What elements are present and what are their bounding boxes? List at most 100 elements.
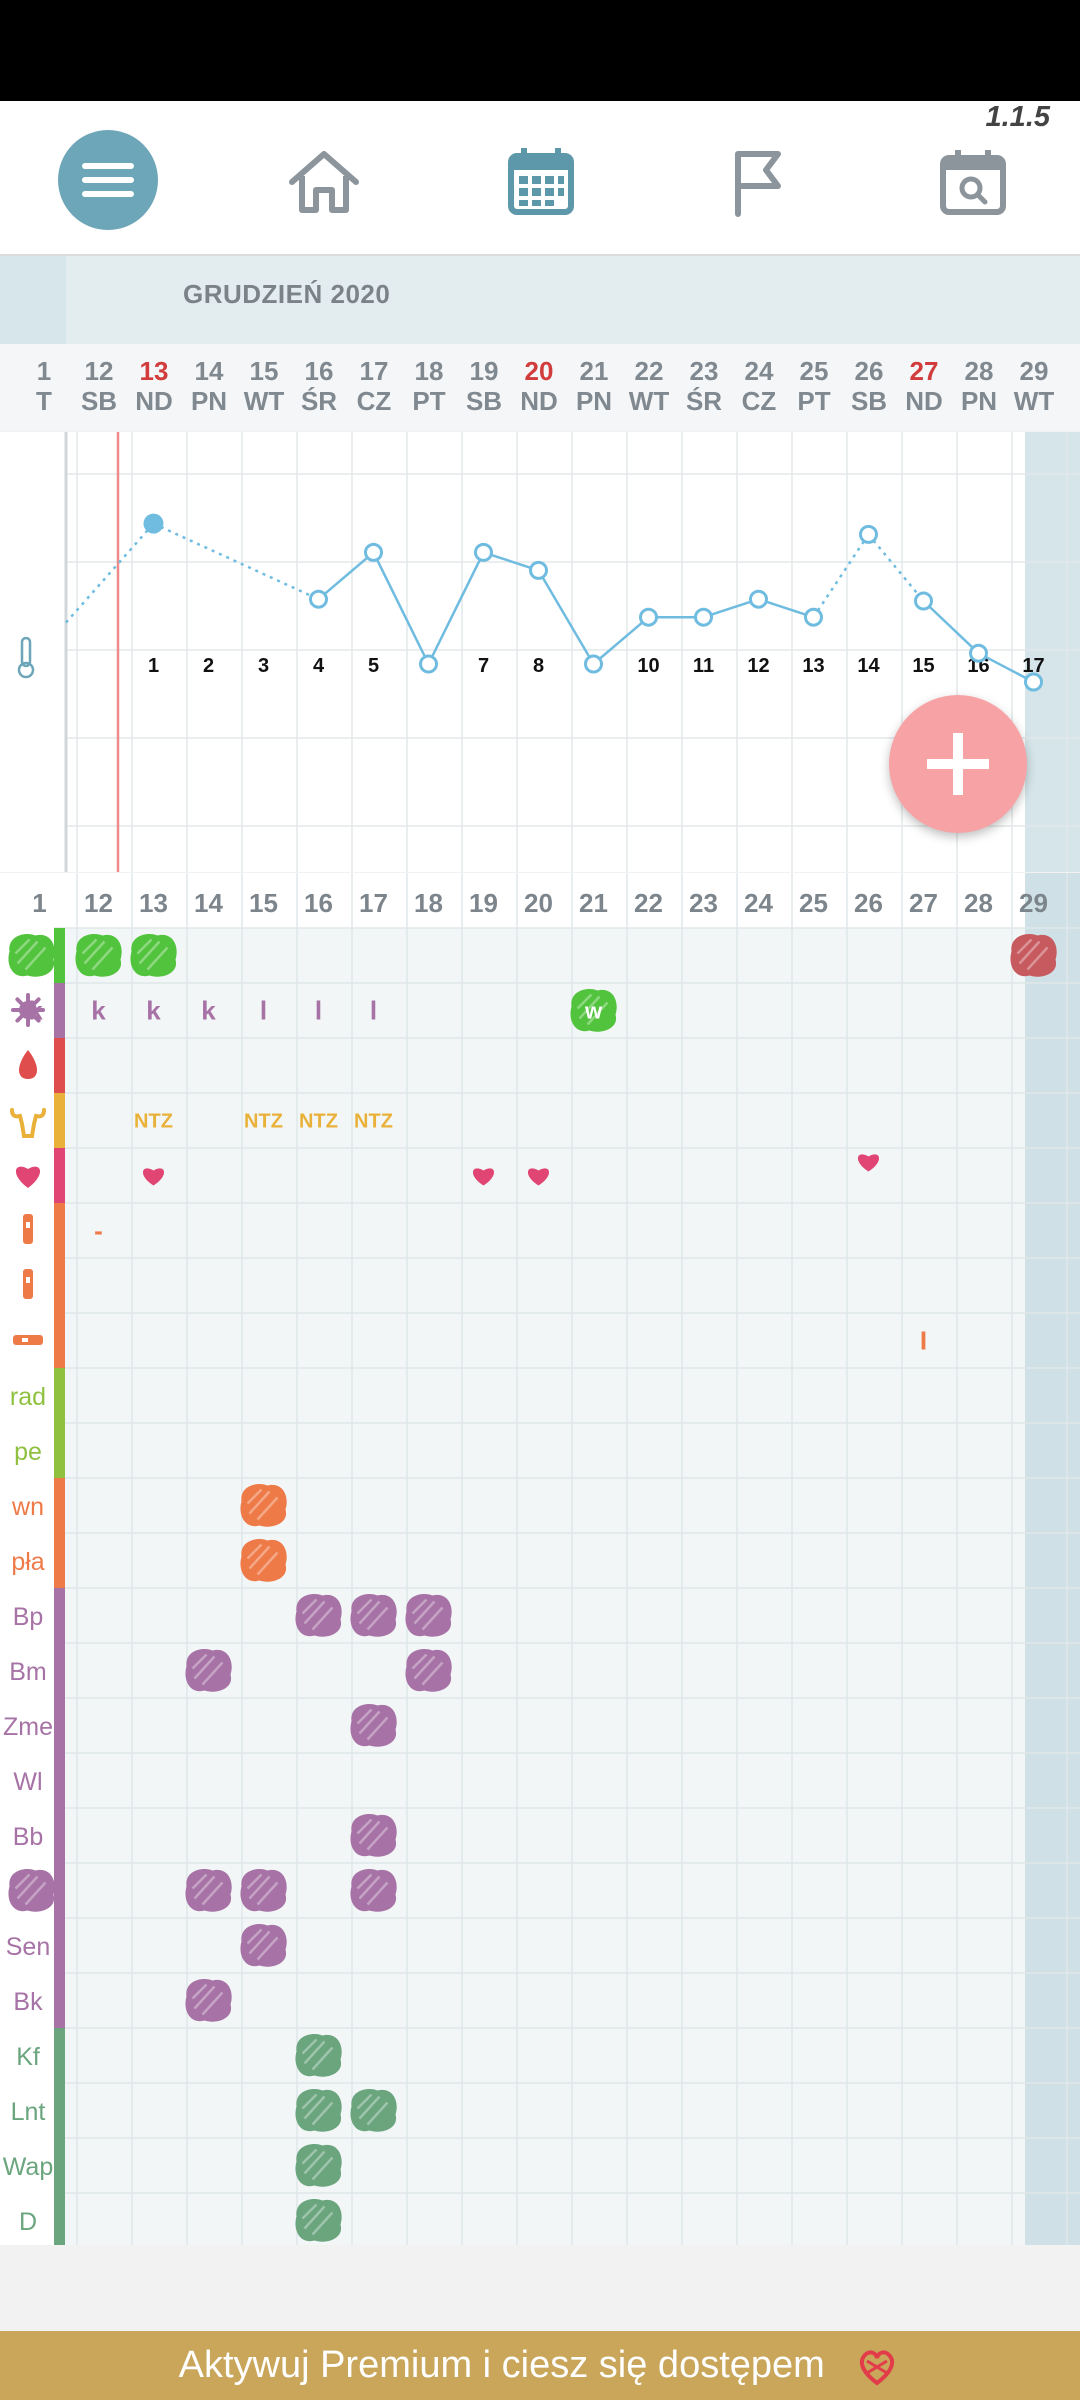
cell-text[interactable]: NTZ [299, 1111, 338, 1133]
symptom-mark[interactable] [350, 2089, 397, 2132]
day-header-13[interactable]: 13 ND [127, 356, 182, 416]
symptom-mark[interactable] [130, 934, 177, 977]
row-label[interactable]: Bm [9, 1658, 47, 1686]
symptom-grid[interactable]: 1 12 13 14 15 16 17 18 19 20 21 22 23 24 25 26 27 28 29 rad… [0, 873, 1080, 2249]
row-label[interactable]: Sen [6, 1933, 50, 1961]
intercourse-heart-icon[interactable] [527, 1168, 550, 1186]
intercourse-heart-icon[interactable] [857, 1154, 880, 1172]
cell-text[interactable]: - [94, 1216, 103, 1246]
row-label[interactable]: Lnt [11, 2098, 46, 2126]
premium-banner[interactable]: Aktywuj Premium i ciesz się dostępem [0, 2331, 1080, 2400]
row-label[interactable]: Bp [13, 1603, 44, 1631]
test-stick-icon[interactable] [23, 1214, 33, 1244]
cell-text[interactable]: k [201, 996, 216, 1026]
symptom-mark[interactable] [185, 1979, 232, 2022]
symptom-mark[interactable] [405, 1649, 452, 1692]
symptom-mark[interactable] [240, 1539, 287, 1582]
symptom-mark[interactable] [350, 1814, 397, 1857]
row-label[interactable]: Bb [13, 1823, 44, 1851]
day-header-26[interactable]: 26 SB [842, 356, 897, 416]
symptom-mark[interactable] [295, 2199, 342, 2242]
temperature-point[interactable] [1024, 672, 1043, 692]
symptom-mark[interactable] [8, 1869, 55, 1912]
temperature-point[interactable] [914, 591, 933, 611]
temperature-point[interactable] [474, 542, 493, 562]
day-header-20[interactable]: 20 ND [512, 356, 567, 416]
day-header-12[interactable]: 12 SB [72, 356, 127, 416]
symptom-mark[interactable] [8, 934, 55, 977]
row-label[interactable]: pe [14, 1438, 42, 1466]
day-header-14[interactable]: 14 PN [182, 356, 237, 416]
symptom-mark[interactable] [240, 1484, 287, 1527]
cell-text[interactable]: I [920, 1326, 927, 1356]
temperature-point[interactable] [529, 560, 548, 580]
row-label[interactable]: Bk [13, 1988, 43, 2016]
day-header-23[interactable]: 23 ŚR [677, 356, 732, 416]
day-header-28[interactable]: 28 PN [952, 356, 1007, 416]
day-header-29[interactable]: 29 WT [1007, 356, 1062, 416]
symptom-mark[interactable] [240, 1869, 287, 1912]
symptom-mark[interactable]: w [570, 989, 617, 1032]
symptom-mark[interactable] [185, 1869, 232, 1912]
cell-text[interactable]: NTZ [354, 1111, 393, 1133]
test-stick-horizontal-icon[interactable] [13, 1335, 43, 1345]
calendar-grid-icon[interactable] [501, 142, 581, 222]
day-header-17[interactable]: 17 CZ [347, 356, 402, 416]
row-label[interactable]: rad [10, 1383, 46, 1411]
row-label[interactable]: Kf [16, 2043, 40, 2071]
temperature-point[interactable] [694, 607, 713, 627]
cell-text[interactable]: k [28, 996, 43, 1026]
temperature-point[interactable] [309, 589, 328, 609]
symptom-mark[interactable] [350, 1594, 397, 1637]
symptom-mark[interactable] [1010, 934, 1057, 977]
cell-text[interactable]: l [260, 996, 267, 1026]
symptom-mark[interactable] [185, 1649, 232, 1692]
cell-text[interactable]: NTZ [244, 1111, 283, 1133]
uterus-icon[interactable] [10, 1108, 46, 1138]
cell-text[interactable]: k [146, 996, 161, 1026]
intercourse-heart-icon[interactable] [472, 1168, 495, 1186]
blood-drop-icon[interactable] [19, 1050, 37, 1079]
cell-text[interactable]: k [91, 996, 106, 1026]
symptom-mark[interactable] [350, 1869, 397, 1912]
day-header-18[interactable]: 18 PT [402, 356, 457, 416]
symptom-mark[interactable] [240, 1924, 287, 1967]
test-stick-icon[interactable] [23, 1269, 33, 1299]
day-header-22[interactable]: 22 WT [622, 356, 677, 416]
day-header-15[interactable]: 15 WT [237, 356, 292, 416]
temperature-point[interactable] [859, 524, 878, 544]
row-label[interactable]: D [19, 2208, 37, 2236]
temperature-point[interactable] [969, 643, 988, 663]
symptom-mark[interactable] [295, 1594, 342, 1637]
symptom-mark[interactable] [75, 934, 122, 977]
symptom-mark[interactable] [405, 1594, 452, 1637]
symptom-mark[interactable] [295, 2089, 342, 2132]
temperature-point[interactable] [639, 607, 658, 627]
temperature-point[interactable] [143, 513, 164, 534]
row-label[interactable]: Wl [13, 1768, 42, 1796]
flag-icon[interactable] [716, 142, 796, 222]
row-label[interactable]: pła [11, 1548, 44, 1576]
cell-text[interactable]: NTZ [134, 1111, 173, 1133]
day-header-27[interactable]: 27 ND [897, 356, 952, 416]
intercourse-heart-icon[interactable] [142, 1168, 165, 1186]
temperature-point[interactable] [584, 654, 603, 674]
temperature-point[interactable] [364, 542, 383, 562]
row-label[interactable]: Zme [3, 1713, 53, 1741]
day-header-21[interactable]: 21 PN [567, 356, 622, 416]
symptom-mark[interactable] [295, 2144, 342, 2187]
day-header-16[interactable]: 16 ŚR [292, 356, 347, 416]
row-label[interactable]: wn [11, 1493, 44, 1521]
heart-icon[interactable] [15, 1166, 41, 1188]
menu-button[interactable] [58, 130, 158, 230]
day-header-25[interactable]: 25 PT [787, 356, 842, 416]
row-label[interactable]: Wap [3, 2153, 53, 2181]
temperature-point[interactable] [749, 589, 768, 609]
day-header-19[interactable]: 19 SB [457, 356, 512, 416]
home-icon[interactable] [284, 142, 364, 222]
day-header-row[interactable]: 1 T 12 SB 13 ND 14 PN 15 WT 16 ŚR 17 CZ 18 PT 19 SB 20 ND 21… [0, 344, 1080, 430]
symptom-mark[interactable] [295, 2034, 342, 2077]
day-header-24[interactable]: 24 CZ [732, 356, 787, 416]
mucus-icon[interactable] [11, 993, 45, 1027]
